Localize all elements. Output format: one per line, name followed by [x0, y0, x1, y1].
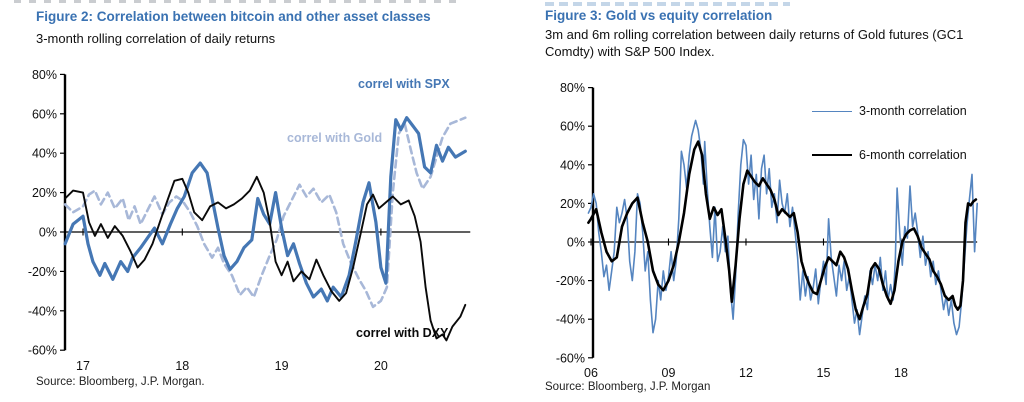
series-label-spx: correl with SPX	[358, 77, 450, 91]
cropped-text-artifact	[14, 0, 464, 3]
y-tick-label: 40%	[560, 158, 585, 172]
x-tick-label: 18	[894, 366, 908, 380]
figure2-subtitle: 3-month rolling correlation of daily ret…	[36, 31, 276, 46]
line-sample-3-month-icon	[812, 110, 852, 112]
figure3-legend: 3-month correlation 6-month correlation	[812, 100, 1022, 188]
y-tick-label: 60%	[560, 120, 585, 134]
y-tick-label: -60%	[28, 344, 57, 358]
y-tick-label: -60%	[556, 351, 585, 365]
x-tick-label: 18	[175, 359, 189, 373]
figure2-source: Source: Bloomberg, J.P. Morgan.	[36, 376, 205, 388]
y-tick-label: 0%	[39, 226, 57, 240]
figure3-subtitle-line1: 3m and 6m rolling correlation between da…	[545, 27, 964, 42]
x-tick-label: 17	[76, 359, 90, 373]
x-tick-label: 12	[739, 366, 753, 380]
x-tick-label: 15	[817, 366, 831, 380]
x-tick-label: 06	[584, 366, 598, 380]
y-tick-label: 40%	[32, 147, 57, 161]
figure3-subtitle-line2: Comdty) with S&P 500 Index.	[545, 43, 715, 59]
figure2-title: Figure 2: Correlation between bitcoin an…	[36, 9, 431, 24]
y-tick-label: 80%	[32, 68, 57, 82]
legend-item-6-month: 6-month correlation	[812, 144, 1022, 166]
y-tick-label: 0%	[567, 236, 585, 250]
figure3-title: Figure 3: Gold vs equity correlation	[545, 8, 773, 23]
figure3-source: Source: Bloomberg, J.P. Morgan	[545, 381, 711, 393]
x-tick-label: 19	[275, 359, 289, 373]
series-correl-with-gold	[63, 116, 467, 309]
legend-item-3-month: 3-month correlation	[812, 100, 1022, 122]
cropped-text-artifact	[545, 2, 790, 6]
y-tick-label: 60%	[32, 107, 57, 121]
series-correl-with-spx	[63, 116, 467, 303]
y-tick-label: 20%	[32, 186, 57, 200]
y-tick-label: -40%	[556, 313, 585, 327]
series-label-gold: correl with Gold	[287, 131, 383, 145]
y-tick-label: -40%	[28, 304, 57, 318]
y-tick-label: 80%	[560, 81, 585, 95]
x-tick-label: 20	[374, 359, 388, 373]
figure3-subtitle: 3m and 6m rolling correlation between da…	[545, 27, 1024, 60]
y-tick-label: 20%	[560, 197, 585, 211]
y-tick-label: -20%	[28, 265, 57, 279]
series-label-dxy: correl with DXY	[356, 326, 449, 340]
series-correl-with-dxy	[64, 175, 467, 342]
x-tick-label: 09	[662, 366, 676, 380]
legend-label-6-month: 6-month correlation	[859, 148, 967, 162]
y-tick-label: -20%	[556, 274, 585, 288]
legend-label-3-month: 3-month correlation	[859, 104, 967, 118]
line-sample-6-month-icon	[812, 154, 852, 156]
